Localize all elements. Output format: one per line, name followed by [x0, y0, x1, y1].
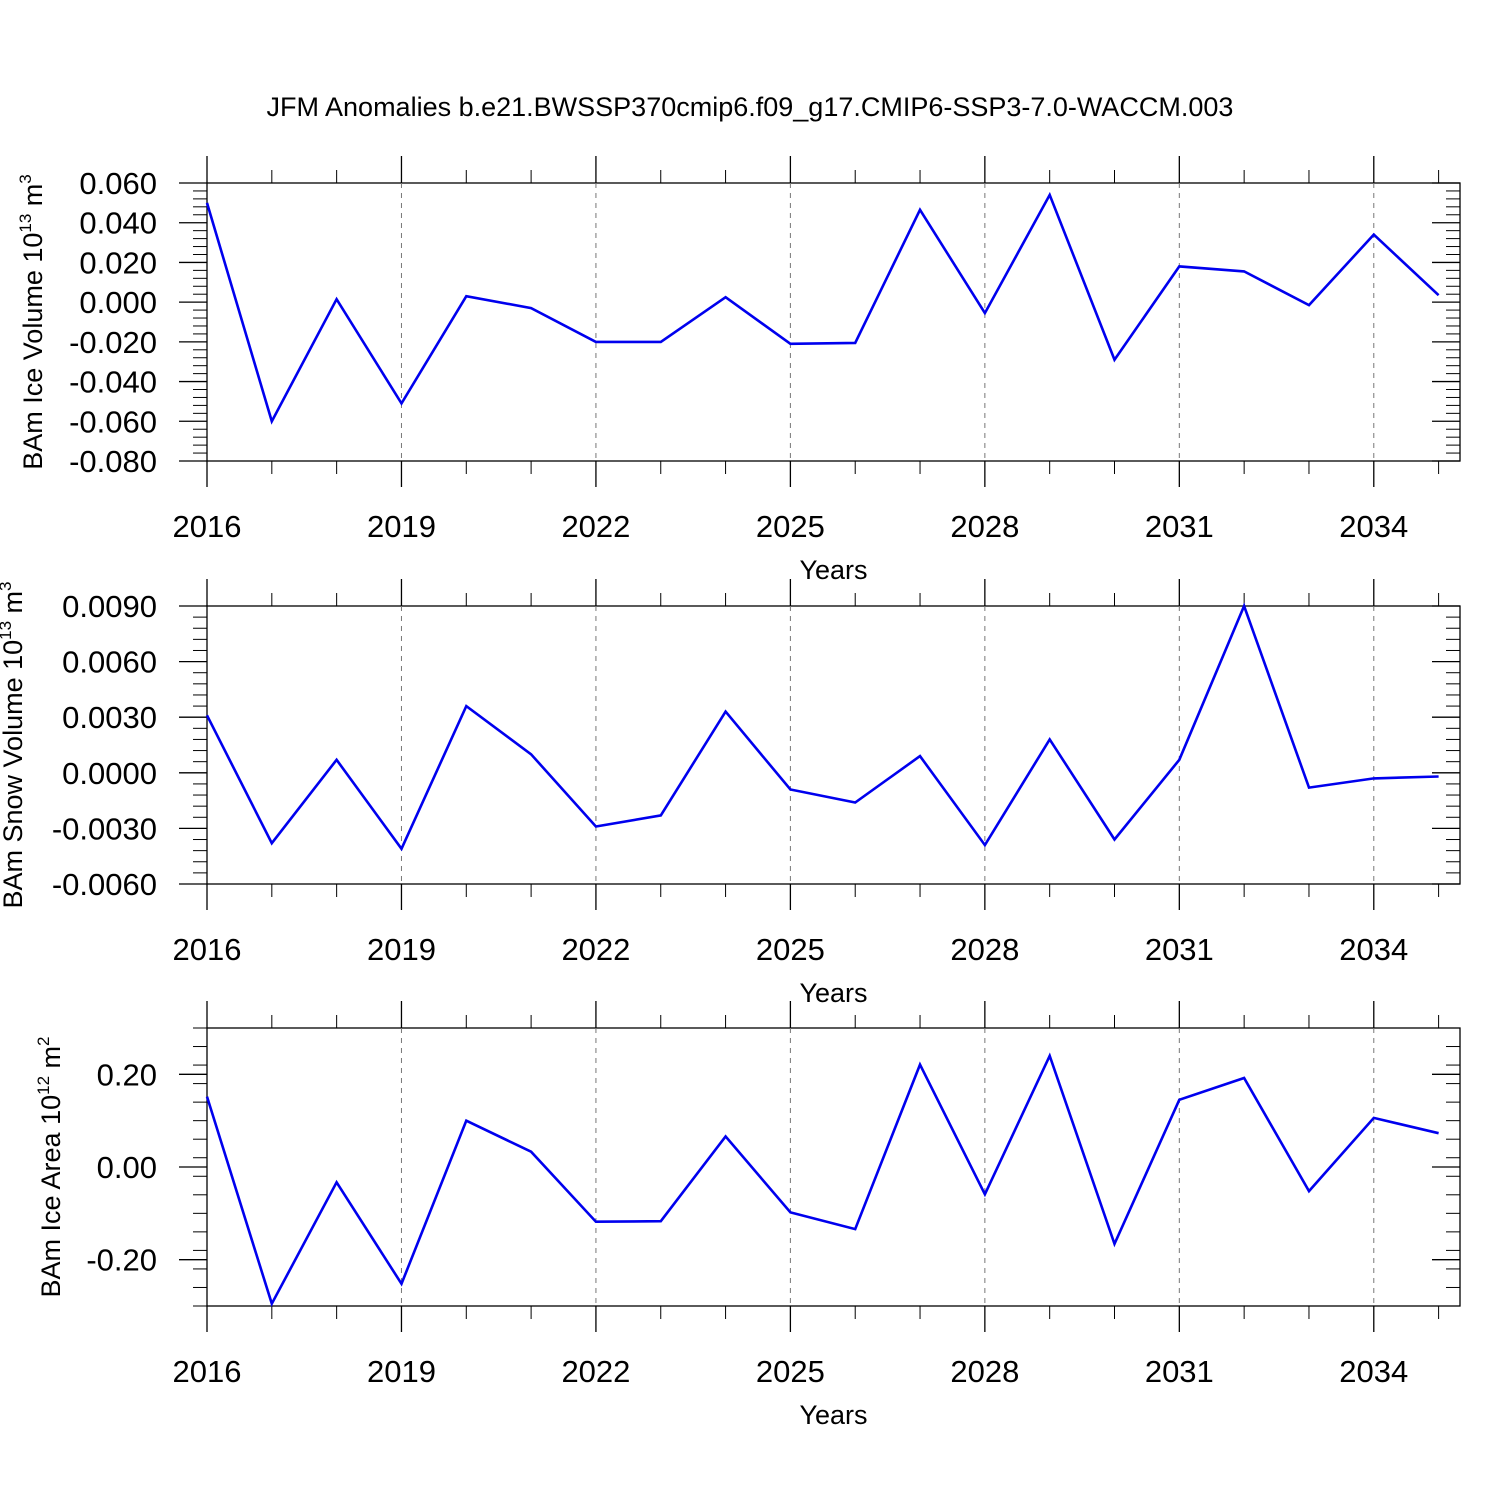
x-tick-label: 2028: [950, 1354, 1019, 1389]
x-tick-label: 2016: [173, 932, 242, 967]
y-tick-label: 0.0090: [62, 589, 157, 624]
x-tick-label: 2019: [367, 932, 436, 967]
y-tick-label: -0.0060: [52, 867, 157, 902]
plot-frame: [206, 182, 1461, 462]
x-tick-label: 2016: [173, 509, 242, 544]
y-tick-label: 0.0000: [62, 756, 157, 791]
y-tick-label: 0.040: [79, 206, 157, 241]
x-tick-label: 2025: [756, 509, 825, 544]
x-tick-label: 2034: [1339, 509, 1408, 544]
plot-frame: [206, 605, 1461, 885]
x-tick-label: 2022: [561, 932, 630, 967]
x-tick-label: 2031: [1145, 509, 1214, 544]
y-tick-label: -0.080: [69, 444, 157, 479]
x-tick-label: 2019: [367, 1354, 436, 1389]
y-tick-label: -0.040: [69, 365, 157, 400]
x-tick-label: 2034: [1339, 1354, 1408, 1389]
x-tick-label: 2016: [173, 1354, 242, 1389]
x-axis-title: Years: [799, 978, 867, 1008]
x-tick-label: 2025: [756, 932, 825, 967]
series-line: [205, 1052, 1439, 1308]
x-tick-label: 2022: [561, 1354, 630, 1389]
y-tick-label: 0.000: [79, 285, 157, 320]
y-tick-label: -0.060: [69, 404, 157, 439]
x-tick-label: 2028: [950, 932, 1019, 967]
x-tick-label: 2025: [756, 1354, 825, 1389]
x-axis-title: Years: [799, 555, 867, 585]
y-tick-label: 0.0060: [62, 645, 157, 680]
x-tick-label: 2019: [367, 509, 436, 544]
series-line: [205, 191, 1440, 425]
x-tick-label: 2031: [1145, 1354, 1214, 1389]
y-tick-label: -0.020: [69, 325, 157, 360]
y-axis-title: BAm Snow Volume 1013 m3: [0, 581, 28, 908]
y-tick-label: 0.20: [97, 1057, 157, 1092]
x-tick-label: 2028: [950, 509, 1019, 544]
y-tick-label: 0.00: [97, 1150, 157, 1185]
series-line: [205, 602, 1439, 852]
y-tick-label: -0.20: [86, 1243, 157, 1278]
x-axis-title: Years: [799, 1400, 867, 1430]
y-tick-label: 0.0030: [62, 700, 157, 735]
ice-area-panel: 2016 2019 2022 2025 2028 2031 2034 Years 0.20 0.0…: [34, 1001, 1461, 1430]
ice-volume-panel: 2016 2019 2022 2025 2028 2031 2034 Years 0.060 0.…: [16, 156, 1461, 585]
snow-volume-panel: 2016 2019 2022 2025 2028 2031 2034 Years 0.0090 0…: [0, 579, 1461, 1008]
y-tick-label: -0.0030: [52, 811, 157, 846]
x-tick-label: 2034: [1339, 932, 1408, 967]
x-tick-label: 2022: [561, 509, 630, 544]
y-tick-label: 0.020: [79, 245, 157, 280]
y-axis-title: BAm Ice Volume 1013 m3: [16, 174, 48, 470]
page-title: JFM Anomalies b.e21.BWSSP370cmip6.f09_g1…: [266, 92, 1234, 122]
plot-frame: [206, 1027, 1461, 1307]
x-tick-label: 2031: [1145, 932, 1214, 967]
y-tick-label: 0.060: [79, 166, 157, 201]
y-axis-title: BAm Ice Area 1012 m2: [34, 1037, 66, 1298]
